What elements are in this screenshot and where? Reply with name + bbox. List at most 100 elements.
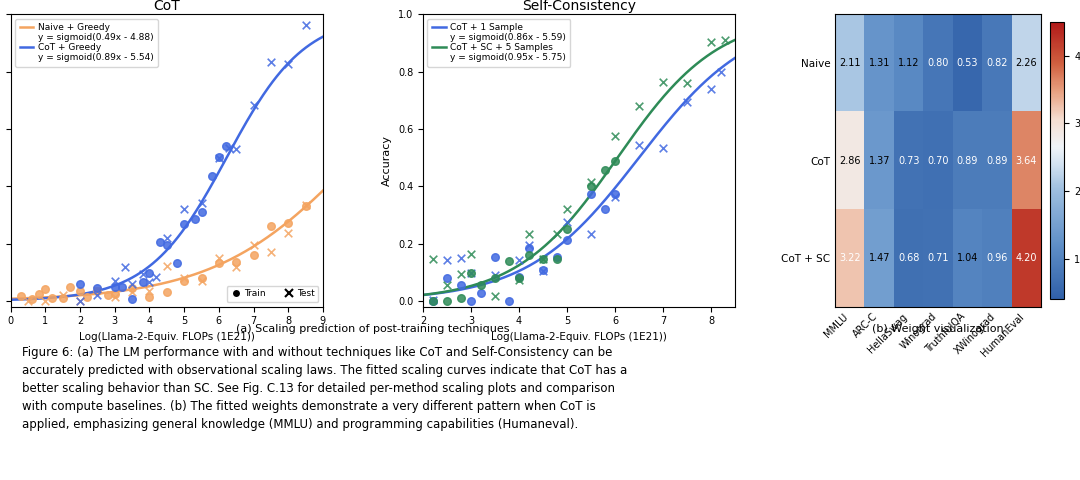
Point [462, 297, 480, 305]
Point [37, 285, 54, 292]
Point [280, 219, 297, 227]
Point [501, 257, 518, 264]
Point [462, 269, 480, 277]
Point [606, 157, 623, 165]
Legend: Train, Test: Train, Test [227, 286, 319, 302]
Point [176, 274, 193, 282]
Point [117, 264, 134, 271]
Point [89, 291, 106, 299]
Point [535, 267, 552, 275]
Point [582, 230, 599, 238]
Point [519, 241, 537, 249]
Point [678, 80, 696, 87]
Text: (b) Weight visualization: (b) Weight visualization [873, 324, 1004, 334]
Point [717, 36, 734, 44]
Point [631, 102, 648, 110]
Point [486, 292, 503, 300]
Point [519, 244, 537, 252]
Point [228, 258, 245, 265]
Point [519, 230, 537, 238]
Text: 0.96: 0.96 [986, 253, 1008, 263]
Text: 1.04: 1.04 [957, 253, 978, 263]
Point [245, 251, 262, 258]
Point [535, 255, 552, 263]
Point [606, 132, 623, 140]
Point [23, 295, 40, 302]
Point [134, 270, 151, 278]
Point [631, 141, 648, 148]
Point [99, 291, 117, 299]
Point [228, 145, 245, 153]
Point [220, 144, 238, 152]
Point [71, 297, 89, 305]
Point [549, 255, 566, 263]
Text: 0.68: 0.68 [899, 253, 919, 263]
Point [245, 241, 262, 249]
Text: 0.89: 0.89 [957, 156, 978, 166]
Point [79, 293, 96, 301]
Point [438, 256, 456, 264]
Title: CoT: CoT [153, 0, 180, 13]
Point [511, 257, 528, 264]
Point [519, 251, 537, 259]
Point [140, 293, 158, 301]
Point [712, 68, 729, 76]
Point [511, 273, 528, 281]
Text: 0.71: 0.71 [928, 253, 949, 263]
Point [486, 274, 503, 281]
Point [438, 282, 456, 289]
Text: 0.82: 0.82 [986, 58, 1008, 68]
Point [113, 283, 131, 291]
Point [597, 205, 615, 213]
Point [654, 78, 672, 86]
Point [438, 297, 456, 305]
Point [186, 215, 203, 223]
Point [193, 274, 211, 282]
Point [193, 200, 211, 207]
Point [486, 271, 503, 279]
Point [203, 172, 220, 180]
Point [168, 259, 186, 267]
Point [71, 280, 89, 288]
Point [158, 241, 175, 249]
Text: 2.26: 2.26 [1015, 58, 1037, 68]
Point [438, 274, 456, 282]
Point [211, 254, 228, 262]
Point [158, 288, 175, 296]
Point [558, 237, 576, 244]
Point [297, 22, 314, 29]
Legend: CoT + 1 Sample, y = sigmoid(0.86x - 5.59), CoT + SC + 5 Samples, y = sigmoid(0.9: CoT + 1 Sample, y = sigmoid(0.86x - 5.59… [428, 19, 570, 67]
Point [280, 229, 297, 237]
Point [37, 297, 54, 305]
Point [71, 287, 89, 295]
Point [280, 60, 297, 68]
Text: 0.53: 0.53 [957, 58, 978, 68]
Point [193, 277, 211, 285]
Point [678, 98, 696, 106]
Point [511, 274, 528, 282]
X-axis label: Log(Llama-2-Equiv. FLOPs (1E21)): Log(Llama-2-Equiv. FLOPs (1E21)) [79, 332, 255, 342]
Point [134, 278, 151, 286]
Point [211, 153, 228, 161]
Point [549, 253, 566, 261]
Point [106, 283, 123, 291]
Point [123, 288, 140, 296]
Text: 0.80: 0.80 [928, 58, 949, 68]
Point [297, 203, 314, 210]
Point [148, 274, 165, 281]
Point [472, 289, 489, 297]
Point [211, 154, 228, 161]
Point [62, 283, 79, 291]
Text: 1.37: 1.37 [868, 156, 890, 166]
Point [211, 259, 228, 267]
Point [158, 235, 175, 242]
Point [453, 254, 470, 262]
Title: Self-Consistency: Self-Consistency [522, 0, 636, 13]
Text: 1.31: 1.31 [868, 58, 890, 68]
Point [193, 208, 211, 216]
Point [558, 218, 576, 226]
Text: 1.12: 1.12 [897, 58, 919, 68]
Point [501, 297, 518, 305]
Point [453, 282, 470, 289]
Point [486, 253, 503, 261]
